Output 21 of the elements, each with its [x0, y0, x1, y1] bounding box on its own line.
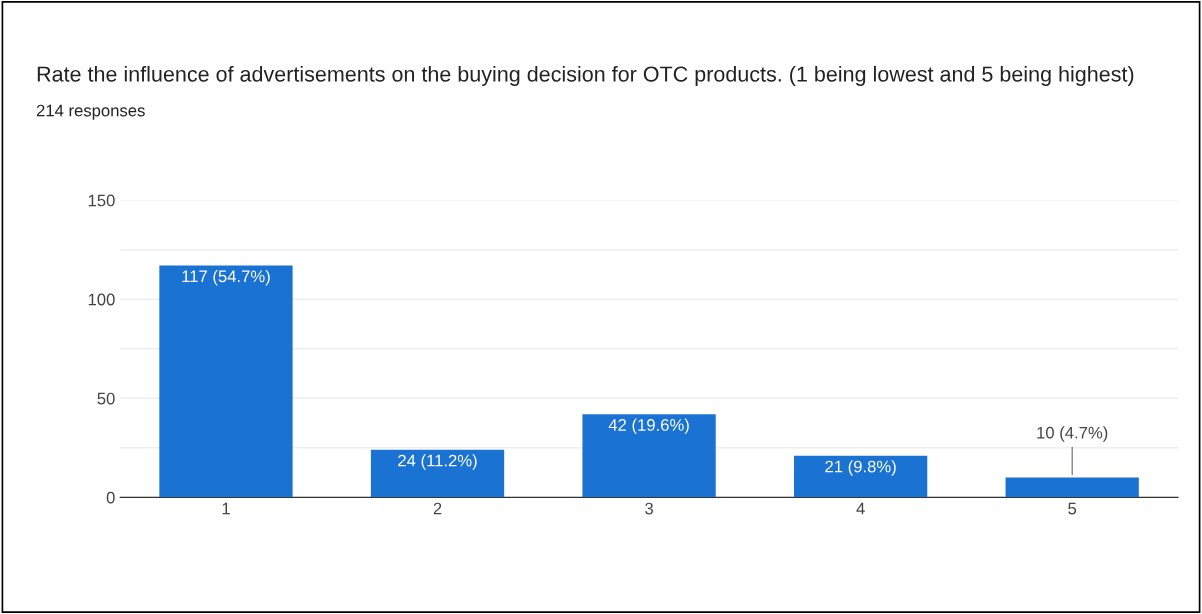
- chart-title: Rate the influence of advertisements on the buying decision for OTC products. (1 being lowest and 5 being highest): [37, 65, 1134, 86]
- data-label: 117 (54.7%): [182, 270, 270, 286]
- y-tick-label: 100: [88, 293, 115, 306]
- bar: [582, 414, 716, 498]
- y-tick-label: 0: [106, 491, 115, 504]
- bar: [159, 265, 293, 498]
- x-tick-label: 1: [222, 502, 230, 515]
- y-tick-label: 150: [88, 194, 115, 207]
- x-tick-label: 4: [856, 502, 865, 515]
- x-tick-label: 3: [645, 502, 653, 515]
- x-tick-label: 5: [1068, 502, 1077, 515]
- data-label: 21 (9.8%): [825, 460, 896, 476]
- bar: [1005, 477, 1139, 498]
- data-label: 24 (11.2%): [398, 454, 477, 470]
- chart-subtitle: 214 responses: [36, 104, 145, 120]
- data-label: 42 (19.6%): [608, 418, 689, 435]
- data-label: 10 (4.7%): [1037, 426, 1108, 442]
- bar: [370, 449, 505, 498]
- y-tick-label: 50: [97, 392, 115, 405]
- x-tick-label: 2: [433, 502, 442, 515]
- bar: [793, 455, 928, 498]
